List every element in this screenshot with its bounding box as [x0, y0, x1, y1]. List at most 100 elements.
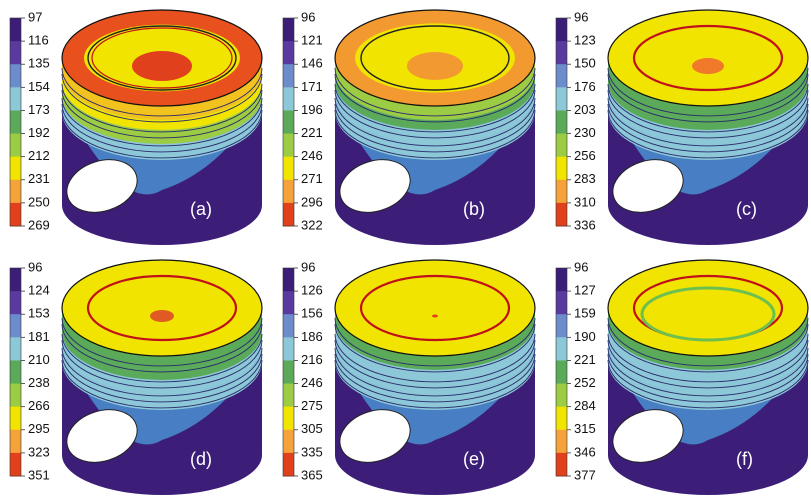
- colorbar-segment: [283, 18, 294, 42]
- colorbar-label: 126: [301, 283, 323, 298]
- colorbar-segment: [556, 203, 567, 227]
- colorbar-label: 246: [301, 148, 323, 163]
- colorbar-label: 221: [574, 352, 596, 367]
- colorbar-segment: [283, 384, 294, 408]
- colorbar-label: 295: [28, 421, 50, 436]
- panel-label: (a): [190, 199, 212, 219]
- colorbar-label: 123: [574, 33, 596, 48]
- colorbar-label: 173: [28, 102, 50, 117]
- colorbar-segment: [556, 453, 567, 477]
- colorbar-segment: [10, 291, 21, 315]
- colorbar-segment: [556, 110, 567, 134]
- colorbar-label: 351: [28, 467, 50, 482]
- colorbar-label: 323: [28, 444, 50, 459]
- colorbar-label: 154: [28, 79, 50, 94]
- colorbar-label: 190: [574, 329, 596, 344]
- colorbar-label: 336: [574, 217, 596, 232]
- colorbar-segment: [10, 407, 21, 431]
- colorbar-label: 96: [574, 259, 588, 274]
- colorbar-label: 153: [28, 306, 50, 321]
- colorbar-label: 275: [301, 398, 323, 413]
- colorbar-label: 315: [574, 421, 596, 436]
- colorbar-segment: [10, 64, 21, 88]
- colorbar-segment: [283, 291, 294, 315]
- colorbar-label: 250: [28, 194, 50, 209]
- colorbar-label: 238: [28, 375, 50, 390]
- colorbar-segment: [10, 268, 21, 292]
- colorbar-segment: [283, 203, 294, 227]
- colorbar-label: 335: [301, 444, 323, 459]
- panel: 96123150176203230256283310336(c): [556, 9, 808, 245]
- colorbar-segment: [283, 407, 294, 431]
- colorbar-label: 135: [28, 56, 50, 71]
- colorbar-segment: [10, 453, 21, 477]
- colorbar-label: 96: [28, 259, 42, 274]
- colorbar-segment: [283, 453, 294, 477]
- colorbar-segment: [10, 314, 21, 338]
- colorbar-label: 269: [28, 217, 50, 232]
- colorbar-label: 230: [574, 125, 596, 140]
- colorbar-label: 96: [301, 9, 315, 24]
- colorbar-segment: [283, 110, 294, 134]
- colorbar-segment: [556, 430, 567, 454]
- colorbar-label: 216: [301, 352, 323, 367]
- colorbar-segment: [283, 268, 294, 292]
- colorbar-label: 146: [301, 56, 323, 71]
- colorbar-segment: [556, 360, 567, 384]
- colorbar-segment: [10, 18, 21, 42]
- colorbar-segment: [556, 41, 567, 65]
- colorbar-segment: [10, 203, 21, 227]
- colorbar-segment: [10, 110, 21, 134]
- colorbar-segment: [283, 157, 294, 181]
- colorbar-label: 305: [301, 421, 323, 436]
- colorbar-segment: [556, 180, 567, 204]
- figure: 97116135154173192212231250269(a)96121146…: [0, 0, 811, 497]
- panel-label: (c): [736, 199, 757, 219]
- colorbar-label: 310: [574, 194, 596, 209]
- colorbar-label: 283: [574, 171, 596, 186]
- colorbar-label: 231: [28, 171, 50, 186]
- colorbar-label: 266: [28, 398, 50, 413]
- colorbar-label: 192: [28, 125, 50, 140]
- colorbar-label: 210: [28, 352, 50, 367]
- colorbar-segment: [283, 314, 294, 338]
- colorbar-label: 176: [574, 79, 596, 94]
- colorbar-label: 156: [301, 306, 323, 321]
- panel: 96 124 153 181 210 238 266 295 323 351 (d): [10, 259, 262, 495]
- panel-label: (d): [190, 449, 212, 469]
- colorbar-segment: [10, 337, 21, 361]
- colorbar-segment: [10, 384, 21, 408]
- hot-spot: [407, 52, 463, 80]
- colorbar-label: 203: [574, 102, 596, 117]
- top-inner: [68, 265, 256, 351]
- colorbar-segment: [10, 87, 21, 111]
- colorbar-label: 346: [574, 444, 596, 459]
- colorbar-label: 186: [301, 329, 323, 344]
- colorbar-label: 365: [301, 467, 323, 482]
- panel-label: (b): [463, 199, 485, 219]
- colorbar-segment: [556, 291, 567, 315]
- panel: 96126156186216246275305335365(e): [283, 259, 535, 495]
- colorbar-label: 96: [574, 9, 588, 24]
- colorbar-label: 127: [574, 283, 596, 298]
- colorbar-segment: [556, 134, 567, 158]
- colorbar-label: 96: [301, 259, 315, 274]
- colorbar-segment: [556, 64, 567, 88]
- colorbar-segment: [10, 134, 21, 158]
- colorbar-label: 181: [28, 329, 50, 344]
- colorbar-label: 252: [574, 375, 596, 390]
- colorbar-segment: [283, 430, 294, 454]
- colorbar-segment: [556, 384, 567, 408]
- colorbar-label: 271: [301, 171, 323, 186]
- colorbar-segment: [283, 180, 294, 204]
- colorbar-segment: [10, 157, 21, 181]
- colorbar-label: 124: [28, 283, 50, 298]
- colorbar-segment: [556, 407, 567, 431]
- top-inner: [341, 265, 529, 351]
- colorbar-segment: [283, 41, 294, 65]
- colorbar-label: 159: [574, 306, 596, 321]
- colorbar-label: 284: [574, 398, 596, 413]
- colorbar-label: 322: [301, 217, 323, 232]
